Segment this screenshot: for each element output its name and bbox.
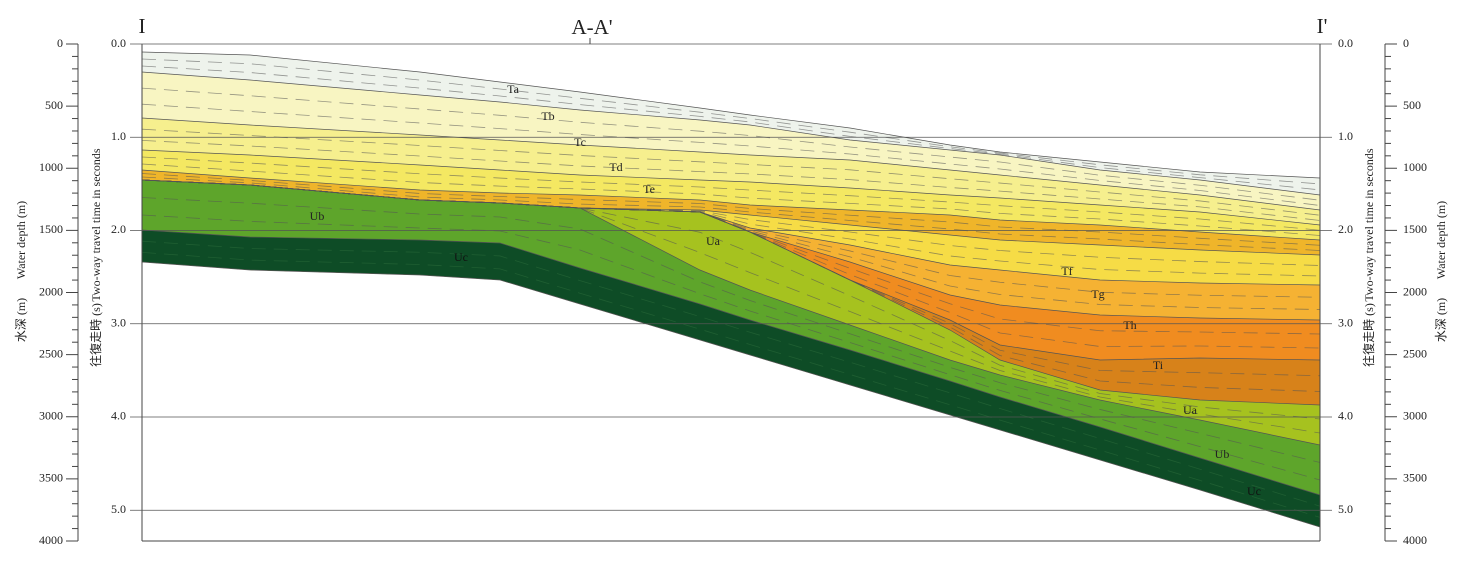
depth-tick-label: 2000 [1403,284,1427,298]
internal-reflector [141,240,1321,507]
time-axis-label-en-right: Two-way travel time in seconds [1362,148,1376,301]
internal-reflector [141,179,1321,310]
unit-label: Uc [454,250,468,264]
time-axis-label-en: Two-way travel time in seconds [89,148,103,301]
internal-reflector [141,179,1321,335]
unit-boundary [141,117,1321,211]
unit-label: Ub [310,209,325,223]
depth-tick-label: 3500 [39,471,63,485]
depth-axis-label-en: Water depth (m) [14,201,28,279]
unit-label: Tf [1061,264,1072,278]
unit-label: Tb [541,109,554,123]
depth-tick-label: 1000 [1403,160,1427,174]
time-tick-label-right: 0.0 [1338,36,1353,50]
unit-boundary [141,51,1321,179]
depth-tick-label: 4000 [1403,533,1427,547]
unit-boundary [141,149,1321,226]
depth-axis-label-ja-right: 水深 (m) [1434,298,1448,342]
depth-tick-label: 1000 [39,160,63,174]
time-axis-label-ja: 往復走時 (s) [88,303,103,367]
depth-tick-label: 2500 [39,346,63,360]
unit-label: Ti [1153,358,1164,372]
internal-reflector [141,156,1321,231]
unit-label: Td [609,160,622,174]
depth-tick-label: 500 [45,98,63,112]
unit-label: Ub [1215,447,1230,461]
depth-tick-label: 4000 [39,533,63,547]
section-crossing: A-A' [571,15,612,39]
unit-label: Ta [507,82,519,96]
section-end-left: I [139,14,146,38]
depth-tick-label: 3000 [39,409,63,423]
depth-axis-label-ja: 水深 (m) [14,298,28,342]
internal-reflector [141,179,1321,434]
depth-tick-label: 3000 [1403,409,1427,423]
depth-tick-label: 0 [1403,36,1409,50]
depth-tick-label: 3500 [1403,471,1427,485]
depth-axis-label-en-right: Water depth (m) [1434,201,1448,279]
unit-label: Tg [1091,287,1104,301]
unit-label: Uc [1247,484,1261,498]
overlay: 0.0 0.0 1.0 1.0 2.0 2.0 3.0 3.0 4.0 4.0 5.0 5.0 0 500… [39,36,1427,547]
time-tick-label-right: 5.0 [1338,502,1353,516]
unit-boundary [141,169,1321,241]
internal-reflector [141,214,1321,481]
depth-tick-label: 0 [57,36,63,50]
internal-reflector [141,163,1321,236]
unit-label: Ua [1183,403,1198,417]
time-tick-label: 1.0 [111,129,126,143]
internal-reflector [141,173,1321,246]
unit-label: Te [643,182,655,196]
time-tick-label-right: 3.0 [1338,315,1353,329]
time-tick-label-right: 2.0 [1338,222,1353,236]
unit-label: Ua [706,234,721,248]
depth-tick-label: 2500 [1403,346,1427,360]
depth-tick-label: 1500 [39,222,63,236]
internal-reflector [141,179,1321,392]
unit-boundary [141,179,1321,446]
internal-reflector [141,179,1321,377]
internal-reflector [141,179,1321,420]
time-axis-label-ja-right: 往復走時 (s) [1361,303,1376,367]
time-tick-label-right: 4.0 [1338,409,1353,423]
internal-reflector [141,140,1321,221]
depth-tick-label: 1500 [1403,222,1427,236]
internal-reflector [141,252,1321,518]
depth-tick-label: 500 [1403,98,1421,112]
unit-boundary [141,229,1321,496]
unit-label: Tc [574,135,586,149]
time-tick-label: 0.0 [111,36,126,50]
time-tick-label: 3.0 [111,315,126,329]
unit-label: Th [1123,318,1136,332]
depth-tick-label: 2000 [39,284,63,298]
internal-reflector [141,179,1321,298]
stratigraphic-unit [142,230,1320,527]
time-tick-label-right: 1.0 [1338,129,1353,143]
layers [141,51,1321,528]
unit-boundary [141,261,1321,528]
time-tick-label: 4.0 [111,409,126,423]
time-tick-label: 2.0 [111,222,126,236]
unit-boundary [141,71,1321,196]
section-end-right: I' [1317,14,1328,38]
internal-reflector [141,197,1321,463]
time-tick-label: 5.0 [111,502,126,516]
